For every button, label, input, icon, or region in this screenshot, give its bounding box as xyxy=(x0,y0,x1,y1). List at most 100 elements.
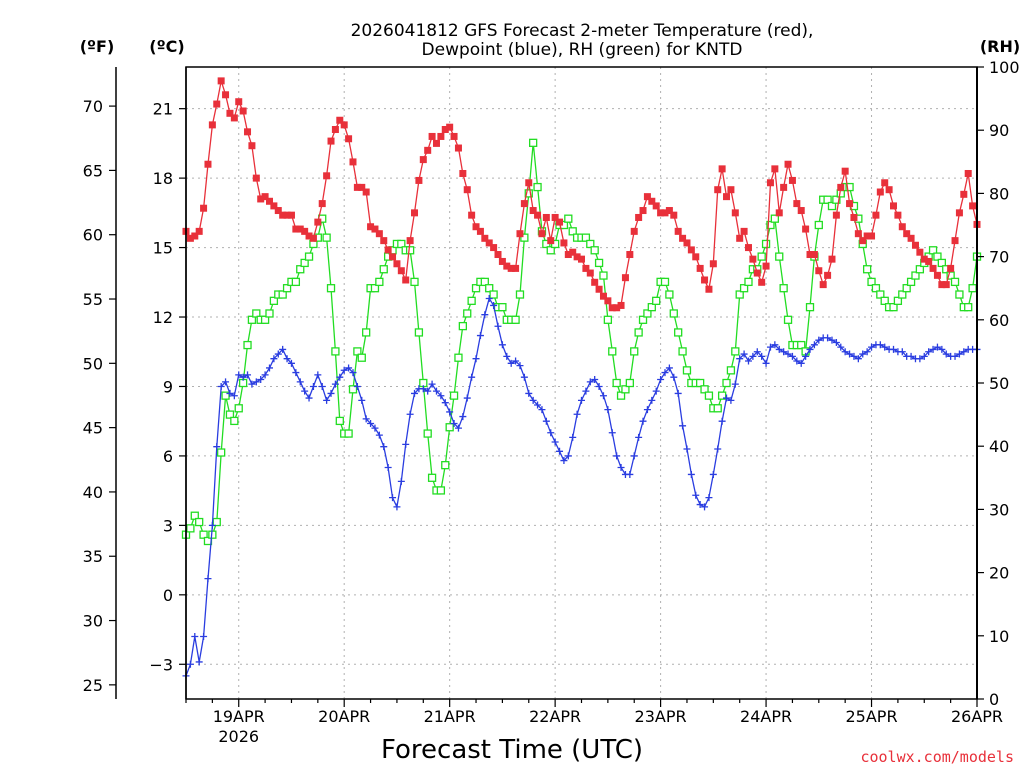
temperature-point xyxy=(824,271,832,279)
dewpoint-point xyxy=(788,352,796,360)
x-tick-label: 21APR xyxy=(424,707,476,726)
dewpoint-point xyxy=(327,389,335,397)
dewpoint-point xyxy=(248,380,256,388)
rh-point xyxy=(937,258,946,268)
rh-point xyxy=(630,347,639,356)
dewpoint-point xyxy=(723,394,731,402)
rh-point xyxy=(529,138,538,147)
dewpoint-point xyxy=(217,382,225,390)
rh-point xyxy=(761,239,771,249)
dewpoint-point xyxy=(446,408,454,416)
dewpoint-point xyxy=(876,341,884,349)
dewpoint-point xyxy=(476,332,484,340)
rh-point xyxy=(915,265,925,274)
rh-point xyxy=(889,303,898,312)
temperature-point xyxy=(846,200,854,208)
temperature-point xyxy=(349,158,357,166)
temperature-point xyxy=(665,207,673,215)
rh-point xyxy=(449,391,459,400)
temperature-point xyxy=(235,98,243,106)
dewpoint-point xyxy=(371,424,379,432)
x-tick-label: 20APR xyxy=(318,707,370,726)
temperature-point xyxy=(520,200,528,208)
dewpoint-point xyxy=(736,355,744,363)
rh-point xyxy=(471,284,481,293)
temperature-point xyxy=(490,244,498,252)
temperature-point xyxy=(744,244,752,252)
rh-tick-label: 60 xyxy=(989,311,1009,330)
dewpoint-point xyxy=(459,413,467,421)
temperature-point xyxy=(402,276,410,284)
fahrenheit-tick-label: 25 xyxy=(83,676,103,695)
rh-point xyxy=(234,404,243,413)
rh-point xyxy=(370,284,380,293)
dewpoint-point xyxy=(907,352,915,360)
dewpoint-point xyxy=(186,660,194,668)
rh-point xyxy=(696,378,705,388)
temperature-point xyxy=(459,169,467,177)
temperature-point xyxy=(239,107,247,115)
dewpoint-point xyxy=(648,396,656,404)
temperature-point xyxy=(384,246,392,254)
temperature-point xyxy=(393,260,401,268)
temperature-point xyxy=(296,225,304,233)
temperature-point xyxy=(696,264,704,272)
temperature-point xyxy=(336,116,344,124)
dewpoint-point xyxy=(784,350,792,358)
rh-point xyxy=(744,277,753,287)
dewpoint-point xyxy=(661,369,669,377)
dewpoint-point xyxy=(498,341,506,349)
temperature-point xyxy=(740,227,748,235)
dewpoint-point xyxy=(810,341,818,349)
temperature-point xyxy=(200,204,208,212)
rh-point xyxy=(735,290,744,299)
dewpoint-point xyxy=(441,399,449,407)
rh-point xyxy=(581,233,591,242)
temperature-point xyxy=(441,126,449,134)
temperature-point xyxy=(868,232,876,240)
temperature-point xyxy=(832,211,840,219)
temperature-point xyxy=(630,227,638,235)
temperature-point xyxy=(938,281,946,289)
rh-point xyxy=(797,340,806,350)
temperature-point xyxy=(925,257,933,265)
dewpoint-point xyxy=(854,355,862,363)
chart-title-line1: 2026041812 GFS Forecast 2-meter Temperat… xyxy=(351,21,814,41)
dewpoint-point xyxy=(841,348,849,356)
dewpoint-point xyxy=(472,355,480,363)
temperature-point xyxy=(257,195,265,203)
dewpoint-point xyxy=(485,295,493,303)
temperature-point xyxy=(714,186,722,194)
temperature-point xyxy=(890,202,898,210)
temperature-point xyxy=(248,142,256,150)
temperature-point xyxy=(797,207,805,215)
dewpoint-point xyxy=(832,338,840,346)
dewpoint-point xyxy=(797,359,805,367)
rh-point xyxy=(678,347,687,356)
temperature-point xyxy=(301,227,309,235)
dewpoint-point xyxy=(336,373,344,381)
dewpoint-point xyxy=(287,359,295,367)
dewpoint-point xyxy=(630,452,638,460)
rh-point xyxy=(612,378,621,388)
temperature-point xyxy=(569,248,577,256)
celsius-tick-label: 15 xyxy=(153,239,173,258)
temperature-point xyxy=(718,165,726,173)
temperature-point xyxy=(485,239,493,247)
rh-point xyxy=(674,328,683,337)
rh-point xyxy=(296,265,305,274)
temperature-point xyxy=(217,77,225,85)
temperature-point xyxy=(375,230,383,238)
rh-point xyxy=(928,246,938,255)
dewpoint-point xyxy=(859,350,867,358)
dewpoint-point xyxy=(709,470,717,478)
rh-point xyxy=(805,303,815,312)
rh-tick-label: 0 xyxy=(989,690,999,709)
rh-point xyxy=(265,309,274,318)
dewpoint-point xyxy=(265,364,273,372)
rh-point xyxy=(458,321,468,331)
rh-point xyxy=(489,290,498,299)
dewpoint-point xyxy=(591,376,599,384)
rh-tick-label: 10 xyxy=(989,627,1009,646)
rh-tick-label: 70 xyxy=(989,248,1009,267)
